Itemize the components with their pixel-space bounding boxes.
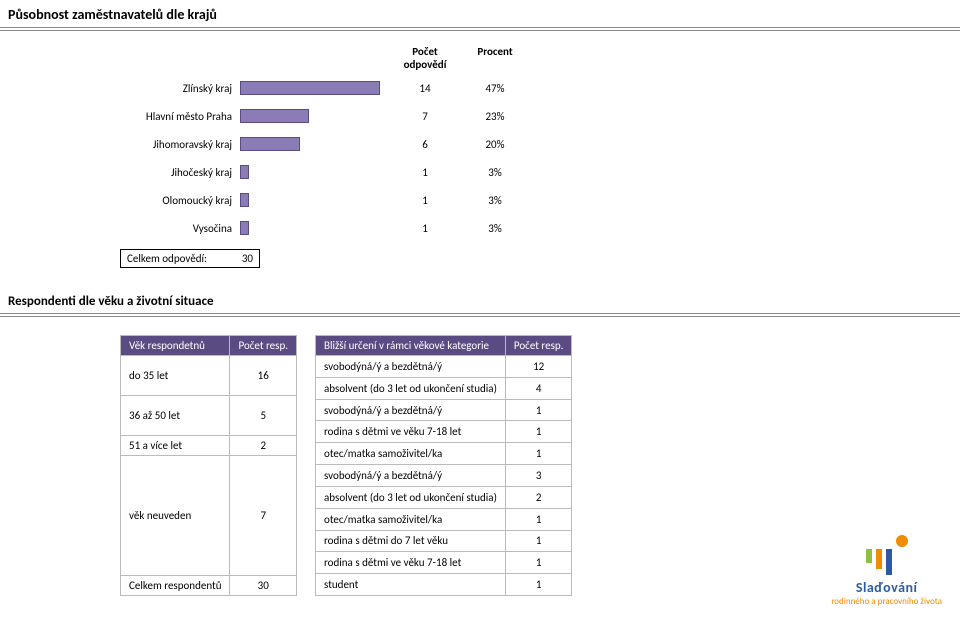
page-title: Působnost zaměstnavatelů dle krajů bbox=[0, 0, 960, 28]
detail-row-value: 2 bbox=[505, 486, 572, 508]
section2-rule bbox=[0, 316, 960, 317]
chart-bar-cell bbox=[240, 137, 390, 151]
age-row-value: 2 bbox=[230, 436, 297, 456]
regions-chart: Počet odpovědí Procent Zlínský kraj 1447%… bbox=[120, 45, 640, 239]
detail-row-value: 4 bbox=[505, 377, 572, 399]
section2-title: Respondenti dle věku a životní situace bbox=[0, 290, 960, 314]
chart-row-count: 7 bbox=[390, 110, 460, 123]
chart-row-count: 6 bbox=[390, 138, 460, 151]
chart-row: Hlavní město Praha 723% bbox=[120, 105, 640, 127]
detail-row-label: rodina s dětmi do 7 let věku bbox=[316, 530, 506, 552]
detail-row-label: svobodýná/ý a bezdětná/ý bbox=[316, 356, 506, 378]
detail-table-h2: Počet resp. bbox=[505, 336, 572, 356]
chart-row-count: 1 bbox=[390, 166, 460, 179]
chart-row-pct: 3% bbox=[460, 194, 530, 207]
age-table-h1: Věk respondetnů bbox=[121, 336, 230, 356]
title-rule bbox=[0, 30, 960, 31]
detail-row-label: absolvent (do 3 let od ukončení studia) bbox=[316, 486, 506, 508]
chart-header: Počet odpovědí Procent bbox=[120, 45, 640, 71]
chart-row-count: 14 bbox=[390, 82, 460, 95]
chart-row-count: 1 bbox=[390, 194, 460, 207]
chart-bar bbox=[240, 81, 380, 95]
chart-row: Zlínský kraj 1447% bbox=[120, 77, 640, 99]
detail-row-value: 1 bbox=[505, 508, 572, 530]
detail-table-h1: Bližší určení v rámci věkové kategorie bbox=[316, 336, 506, 356]
chart-bar bbox=[240, 193, 249, 207]
chart-summary-value: 30 bbox=[242, 252, 253, 265]
chart-row-pct: 3% bbox=[460, 222, 530, 235]
detail-row-value: 1 bbox=[505, 399, 572, 421]
chart-bar-cell bbox=[240, 221, 390, 235]
logo-icon bbox=[831, 549, 942, 575]
chart-row: Jihočeský kraj 13% bbox=[120, 161, 640, 183]
chart-bar bbox=[240, 109, 309, 123]
chart-row: Olomoucký kraj 13% bbox=[120, 189, 640, 211]
chart-summary: Celkem odpovědí: 30 bbox=[120, 249, 260, 268]
detail-row-label: svobodýná/ý a bezdětná/ý bbox=[316, 399, 506, 421]
age-table: Věk respondetnů Počet resp. do 35 let163… bbox=[120, 335, 297, 596]
chart-row: Jihomoravský kraj 620% bbox=[120, 133, 640, 155]
chart-bar-cell bbox=[240, 165, 390, 179]
chart-header-pct: Procent bbox=[460, 45, 530, 71]
detail-row-value: 3 bbox=[505, 465, 572, 487]
detail-row-label: svobodýná/ý a bezdětná/ý bbox=[316, 465, 506, 487]
detail-row-label: otec/matka samoživitel/ka bbox=[316, 443, 506, 465]
chart-row-label: Vysočina bbox=[120, 222, 240, 235]
chart-row-label: Jihomoravský kraj bbox=[120, 138, 240, 151]
detail-row-label: otec/matka samoživitel/ka bbox=[316, 508, 506, 530]
logo: Slaďování rodinného a pracovního života bbox=[831, 549, 942, 607]
chart-row-pct: 3% bbox=[460, 166, 530, 179]
detail-row-value: 12 bbox=[505, 356, 572, 378]
detail-row-value: 1 bbox=[505, 530, 572, 552]
chart-row-pct: 23% bbox=[460, 110, 530, 123]
detail-table: Bližší určení v rámci věkové kategorie P… bbox=[315, 335, 572, 596]
logo-title: Slaďování bbox=[831, 579, 942, 596]
chart-row-label: Jihočeský kraj bbox=[120, 166, 240, 179]
chart-bar-cell bbox=[240, 109, 390, 123]
chart-row-pct: 47% bbox=[460, 82, 530, 95]
detail-row-label: absolvent (do 3 let od ukončení studia) bbox=[316, 377, 506, 399]
age-total-value: 30 bbox=[230, 576, 297, 596]
age-row-label: 36 až 50 let bbox=[121, 396, 230, 436]
age-row-label: věk neuveden bbox=[121, 456, 230, 576]
chart-row-label: Zlínský kraj bbox=[120, 82, 240, 95]
chart-row-label: Hlavní město Praha bbox=[120, 110, 240, 123]
age-row-value: 5 bbox=[230, 396, 297, 436]
detail-row-label: rodina s dětmi ve věku 7-18 let bbox=[316, 552, 506, 574]
logo-subtitle: rodinného a pracovního života bbox=[831, 596, 942, 607]
chart-header-count: Počet odpovědí bbox=[390, 45, 460, 71]
detail-row-label: rodina s dětmi ve věku 7-18 let bbox=[316, 421, 506, 443]
chart-row-count: 1 bbox=[390, 222, 460, 235]
age-row-label: 51 a více let bbox=[121, 436, 230, 456]
detail-row-value: 1 bbox=[505, 552, 572, 574]
chart-bar-cell bbox=[240, 193, 390, 207]
detail-row-value: 1 bbox=[505, 421, 572, 443]
detail-row-label: student bbox=[316, 574, 506, 596]
age-total-label: Celkem respondentů bbox=[121, 576, 230, 596]
age-row-value: 16 bbox=[230, 356, 297, 396]
detail-row-value: 1 bbox=[505, 443, 572, 465]
chart-bar bbox=[240, 165, 249, 179]
chart-row-pct: 20% bbox=[460, 138, 530, 151]
chart-row: Vysočina 13% bbox=[120, 217, 640, 239]
detail-row-value: 1 bbox=[505, 574, 572, 596]
age-table-h2: Počet resp. bbox=[230, 336, 297, 356]
chart-summary-label: Celkem odpovědí: bbox=[127, 252, 207, 265]
age-row-value: 7 bbox=[230, 456, 297, 576]
chart-bar bbox=[240, 221, 249, 235]
chart-row-label: Olomoucký kraj bbox=[120, 194, 240, 207]
chart-bar-cell bbox=[240, 81, 390, 95]
chart-bar bbox=[240, 137, 300, 151]
age-row-label: do 35 let bbox=[121, 356, 230, 396]
